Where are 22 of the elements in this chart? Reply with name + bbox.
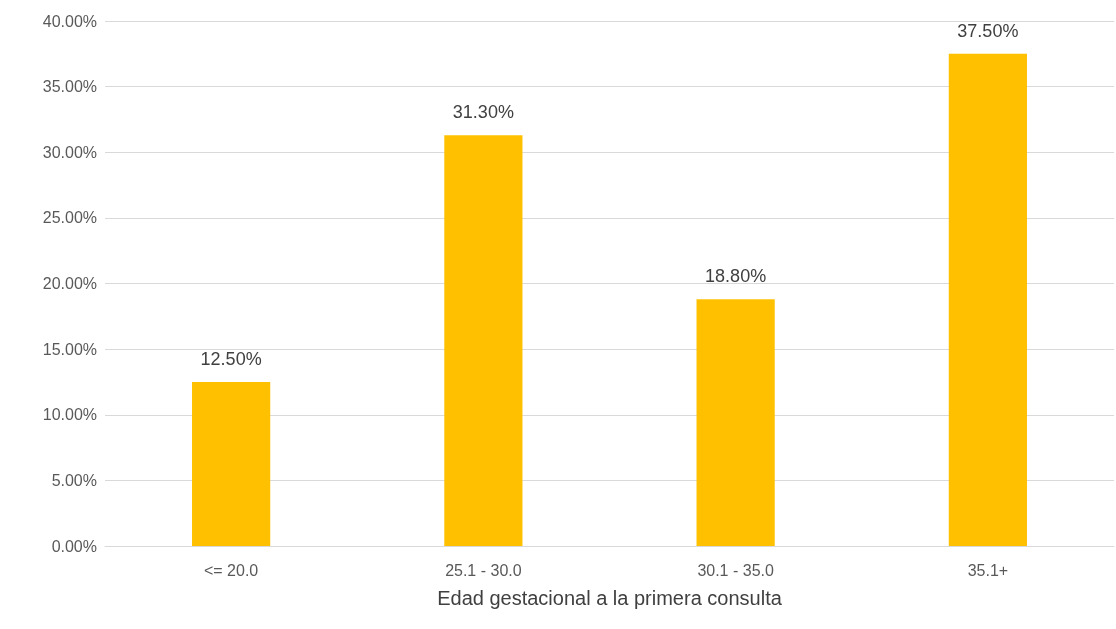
x-tick-label: <= 20.0 [203,561,259,579]
y-tick-label: 35.00% [42,78,97,96]
x-tick-label: 35.1+ [967,561,1009,579]
y-tick-label: 15.00% [42,340,97,358]
x-axis-title: Edad gestacional a la primera consulta [437,587,783,609]
bar [444,135,523,546]
bar [696,299,775,546]
data-label: 12.50% [200,348,262,369]
y-tick-label: 30.00% [42,143,97,161]
data-label: 31.30% [452,102,514,123]
y-tick-label: 10.00% [42,406,97,424]
bar [192,381,271,546]
bar [948,53,1027,546]
y-tick-label: 40.00% [42,12,97,30]
y-tick-label: 0.00% [51,537,97,555]
data-label: 18.80% [705,266,767,287]
data-label: 37.50% [957,20,1019,41]
y-tick-label: 25.00% [42,209,97,227]
y-tick-label: 20.00% [42,275,97,292]
y-tick-label: 5.00% [51,471,97,489]
x-tick-label: 30.1 - 35.0 [697,561,774,579]
x-tick-label: 25.1 - 30.0 [445,561,522,579]
